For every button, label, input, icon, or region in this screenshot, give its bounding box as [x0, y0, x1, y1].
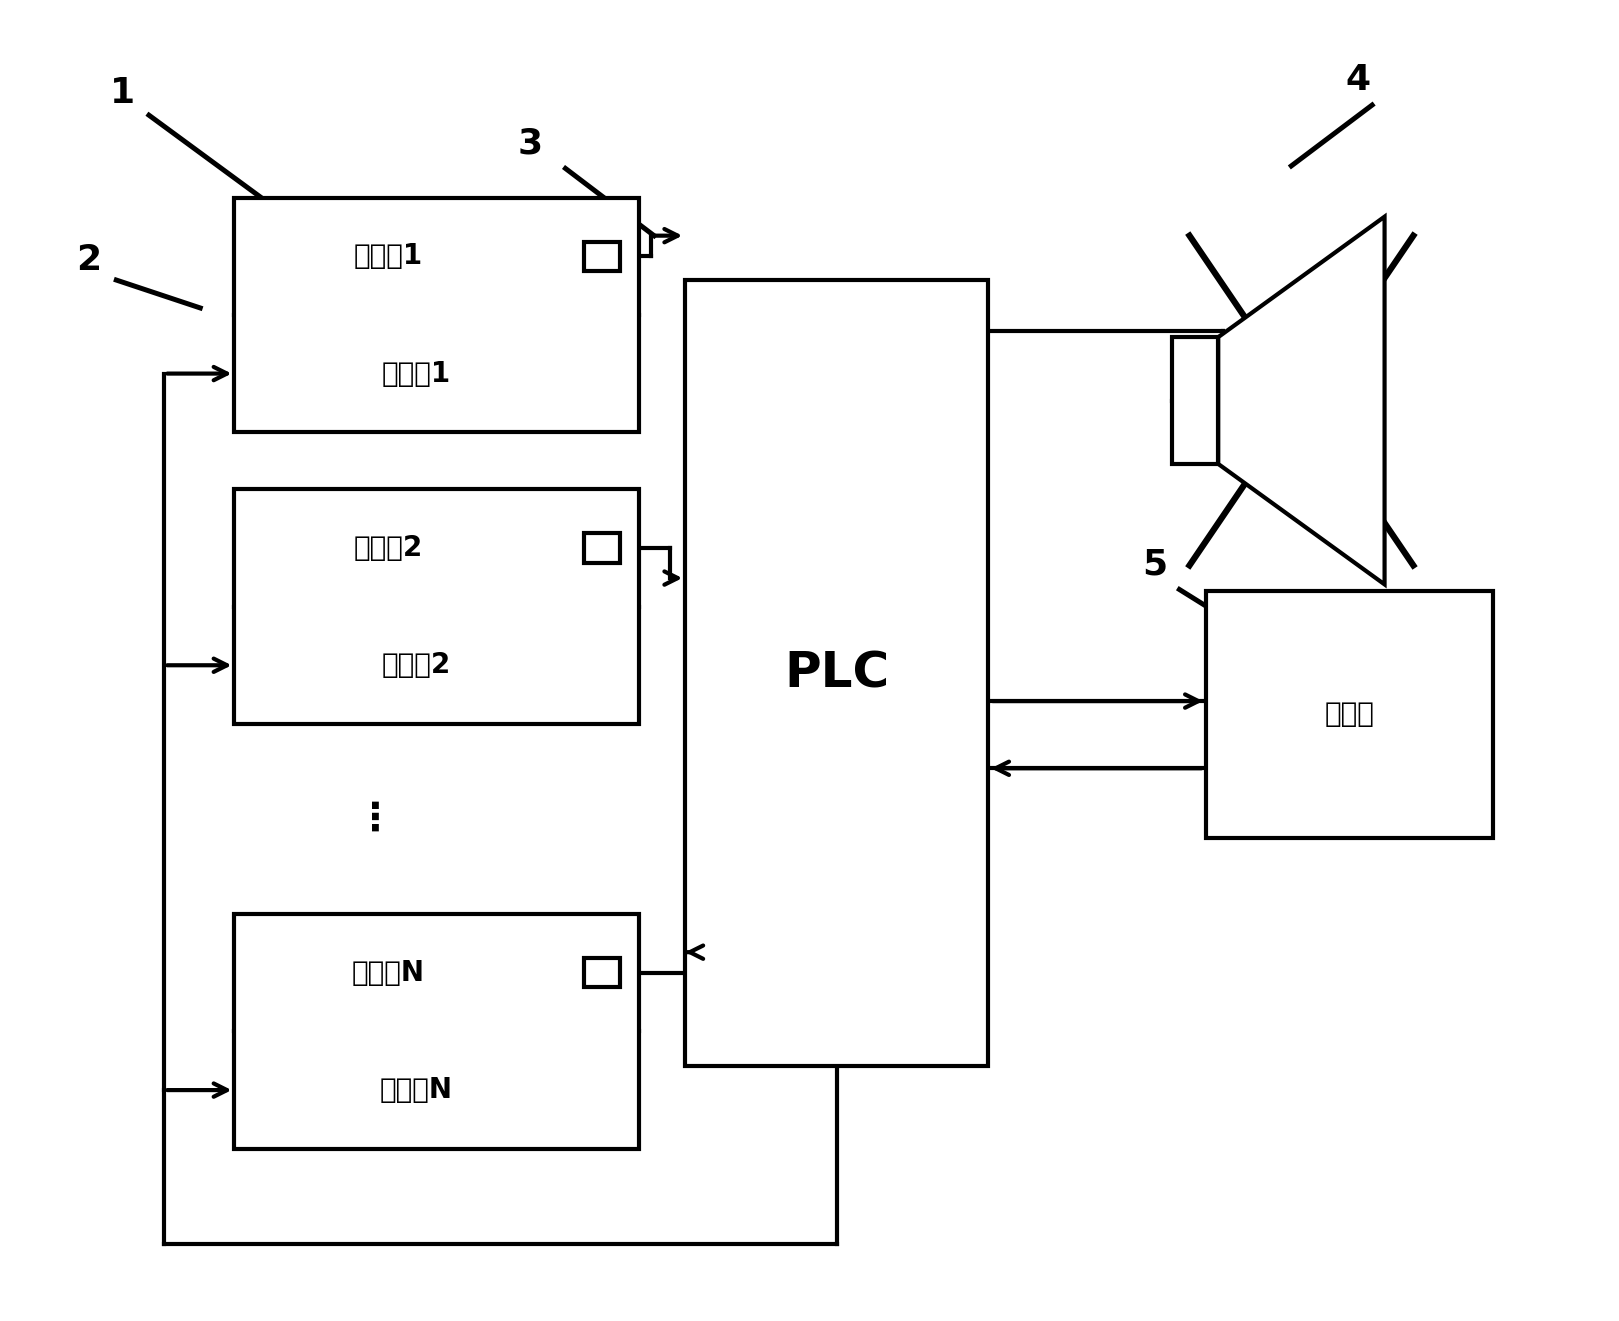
Text: 制冷東1: 制冷東1	[382, 359, 450, 387]
Polygon shape	[1217, 217, 1384, 584]
Bar	[235, 914, 638, 1149]
Text: 5: 5	[1141, 547, 1167, 581]
Text: 制冷東2: 制冷東2	[382, 651, 452, 679]
Text: 1: 1	[110, 75, 136, 110]
Bar	[584, 958, 620, 987]
Text: ⋮: ⋮	[356, 801, 395, 838]
Text: 3: 3	[518, 127, 542, 160]
Bar	[685, 280, 988, 1066]
Bar	[235, 198, 638, 432]
Text: PLC: PLC	[784, 649, 889, 697]
Text: 2: 2	[76, 243, 100, 277]
Text: 4: 4	[1345, 63, 1371, 96]
Text: 传感器1: 传感器1	[353, 242, 423, 271]
Bar	[584, 534, 620, 563]
Text: 传感器N: 传感器N	[351, 959, 424, 987]
Text: 计算机: 计算机	[1324, 700, 1375, 728]
Text: 制冷机N: 制冷机N	[380, 1077, 453, 1104]
Text: 传感器2: 传感器2	[353, 534, 423, 561]
Bar	[1172, 337, 1217, 464]
Bar	[1206, 590, 1493, 838]
Bar	[235, 489, 638, 724]
Bar	[584, 242, 620, 271]
